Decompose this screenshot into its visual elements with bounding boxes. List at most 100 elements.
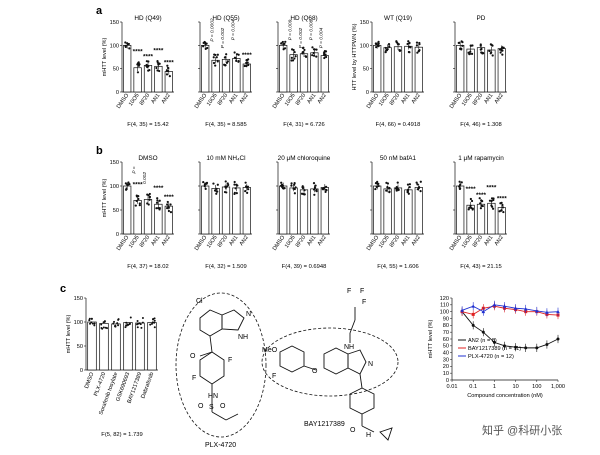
c-line-ytick-label: 40 [443,350,449,356]
c-bar [147,322,157,371]
a3-bar [393,46,403,93]
a0-ytick-label: 150 [110,20,119,26]
b3-category-label: AN1 [400,235,411,247]
b1-data-point [233,192,236,196]
a0-data-point [168,75,171,78]
c-bar-data-point [90,317,93,320]
a0-data-point [155,66,158,70]
b0-data-point [134,204,137,207]
b1-data-point [224,180,227,183]
c-bar-data-point [149,323,152,326]
c-bar-ytick-label: 0 [80,368,83,374]
b1-data-point [225,185,229,188]
plx-n-atom: N [246,311,251,318]
b4-data-point [470,199,474,203]
b1-data-point [235,192,238,195]
b3-bar [373,185,382,235]
b0-data-point [148,198,151,201]
c-line-xtick-label: 1 [493,384,496,390]
b4-significance: **** [476,192,486,199]
b4-category-label: AN1 [483,235,494,247]
c-line-ytick-label: 70 [443,330,449,336]
plx-cl-atom: Cl [196,298,203,305]
a2-data-point [315,48,318,51]
b4-data-point [458,180,461,183]
c-bar-data-point [125,321,128,324]
c-bar-data-point [88,317,91,320]
b1-data-point [244,181,247,184]
a0-data-point [166,66,170,70]
a4-bar [487,49,496,93]
c-bar-y-axis-label: mHTT level (%) [66,314,72,353]
b0-data-point [124,182,127,185]
a0-category-label: AN2 [161,93,172,105]
a0-ytick-label: 0 [116,90,119,96]
a2-stat: F(4, 31) = 6.726 [283,122,324,128]
b0-data-point [155,207,158,210]
c-bar-data-point [139,323,142,326]
b3-data-point [416,183,419,186]
b0-data-point [137,194,140,198]
b0-data-point [158,199,161,202]
c-bar [87,321,97,371]
a3-bar [404,45,413,93]
b4-data-point [469,197,472,201]
c-bar-data-point [125,324,128,327]
a0-data-point [128,47,131,50]
series-point-0 [556,337,560,341]
series-point-2 [502,304,507,308]
c-line-ytick-label: 10 [443,371,449,377]
c-bar-data-point [141,317,144,320]
a1-stat: F(4, 35) = 8.585 [205,122,246,128]
a1-bar [232,58,241,93]
c-bar-ytick-label: 150 [74,296,83,302]
a0-bar [143,65,153,93]
series-point-2 [545,310,549,314]
b2-data-point [290,182,293,185]
bay-nh-atom: NH [344,344,354,351]
c-line-ytick-label: 120 [440,296,449,302]
a0-significance: **** [133,49,143,56]
a1-data-point [212,56,215,59]
a2-data-point [323,49,326,53]
b0-ytick-label: 150 [110,160,119,166]
a4-data-point [480,51,483,54]
a4-data-point [457,41,460,45]
b3-data-point [419,180,422,183]
plx-nh-atom: NH [238,334,248,341]
b4-data-point [501,206,504,209]
a1-data-point [233,51,236,54]
a2-data-point [282,48,285,51]
a4-data-point [469,44,472,47]
a2-p-value: P = 0.002 [298,27,304,48]
a3-data-point [417,49,420,53]
c-bar-data-point [141,321,144,324]
b0-data-point [156,199,159,202]
plx-f-atom-2: F [192,375,196,382]
a3-data-point [377,42,380,45]
a1-data-point [237,60,240,63]
a1-data-point [247,63,250,67]
c-bar-data-point [100,323,103,326]
a1-data-point [213,53,216,56]
c-bar-data-point [136,323,139,326]
a0-data-point [165,73,169,76]
a2-data-point [294,55,297,58]
c-line-xtick-label: 1,000 [551,384,565,390]
b0-significance: **** [164,194,174,201]
a1-significance: **** [242,52,252,59]
a4-data-point [491,54,494,57]
b2-category-label: AN2 [317,235,328,247]
c-line-xtick-label: 0.1 [469,384,477,390]
a0-title: HD (Q49) [134,15,161,22]
bay-o-atom-2: O [350,427,356,434]
a3-y-axis-label: HTT level by HTTPWN (%) [352,23,358,90]
a4-data-point [460,48,463,51]
b3-data-point [395,186,398,189]
bay1217389-bonds [279,307,393,441]
b2-data-point [314,184,317,187]
a4-data-point [489,43,492,46]
